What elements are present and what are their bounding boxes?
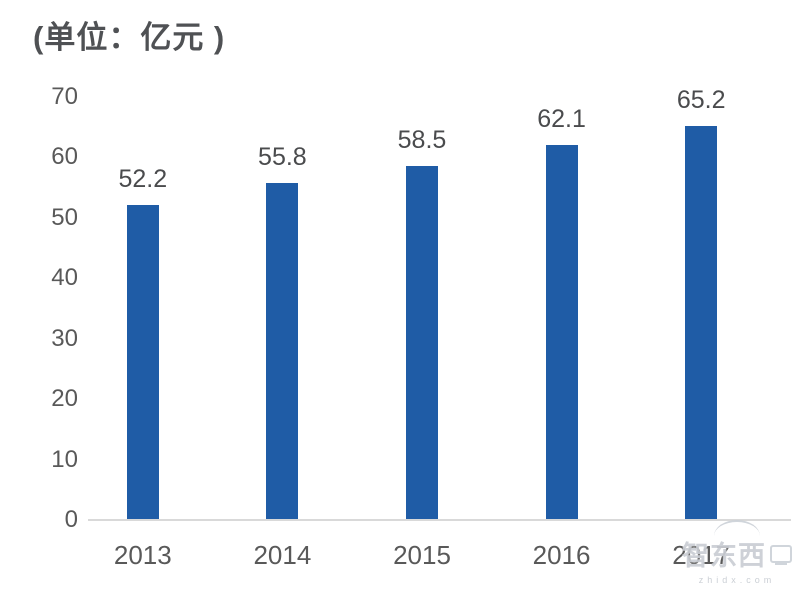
bar-2016 — [545, 144, 578, 520]
bar-2017 — [685, 126, 718, 520]
y-axis-tick-label: 40 — [51, 264, 78, 292]
watermark-domain: zhidx.com — [698, 575, 776, 585]
watermark-logo-text: 智东西 — [682, 541, 766, 571]
x-axis-tick-label: 2014 — [253, 540, 312, 570]
x-axis-tick-label: 2017 — [672, 540, 731, 570]
chart-title: (单位：亿元 ) — [33, 20, 226, 55]
y-axis-tick-label: 10 — [51, 445, 78, 473]
y-axis-tick-label: 20 — [51, 385, 78, 413]
bar-value-label: 62.1 — [537, 104, 586, 133]
y-axis-tick-label: 30 — [51, 324, 78, 352]
y-axis-tick-label: 50 — [51, 203, 78, 231]
x-axis-tick-label: 2015 — [393, 540, 451, 570]
y-axis-tick-label: 60 — [51, 143, 78, 171]
x-axis-tick-label: 2013 — [113, 540, 172, 570]
bar-value-label: 58.5 — [397, 126, 447, 155]
x-axis-line — [88, 519, 791, 521]
bar-value-label: 65.2 — [676, 86, 726, 114]
y-axis-tick-label: 0 — [64, 506, 78, 533]
y-axis-tick-label: 70 — [51, 83, 78, 110]
watermark-logo: 智东西 — [678, 534, 796, 573]
bar-2013 — [126, 204, 159, 520]
tv-icon — [770, 544, 792, 565]
bar-value-label: 55.8 — [258, 142, 307, 171]
bar-2015 — [406, 166, 438, 520]
bar-2014 — [266, 182, 299, 520]
bar-value-label: 52.2 — [118, 164, 168, 193]
watermark-arc-icon — [714, 520, 760, 536]
x-axis-tick-label: 2016 — [532, 540, 591, 570]
watermark: 智东西 zhidx.com — [678, 520, 796, 585]
